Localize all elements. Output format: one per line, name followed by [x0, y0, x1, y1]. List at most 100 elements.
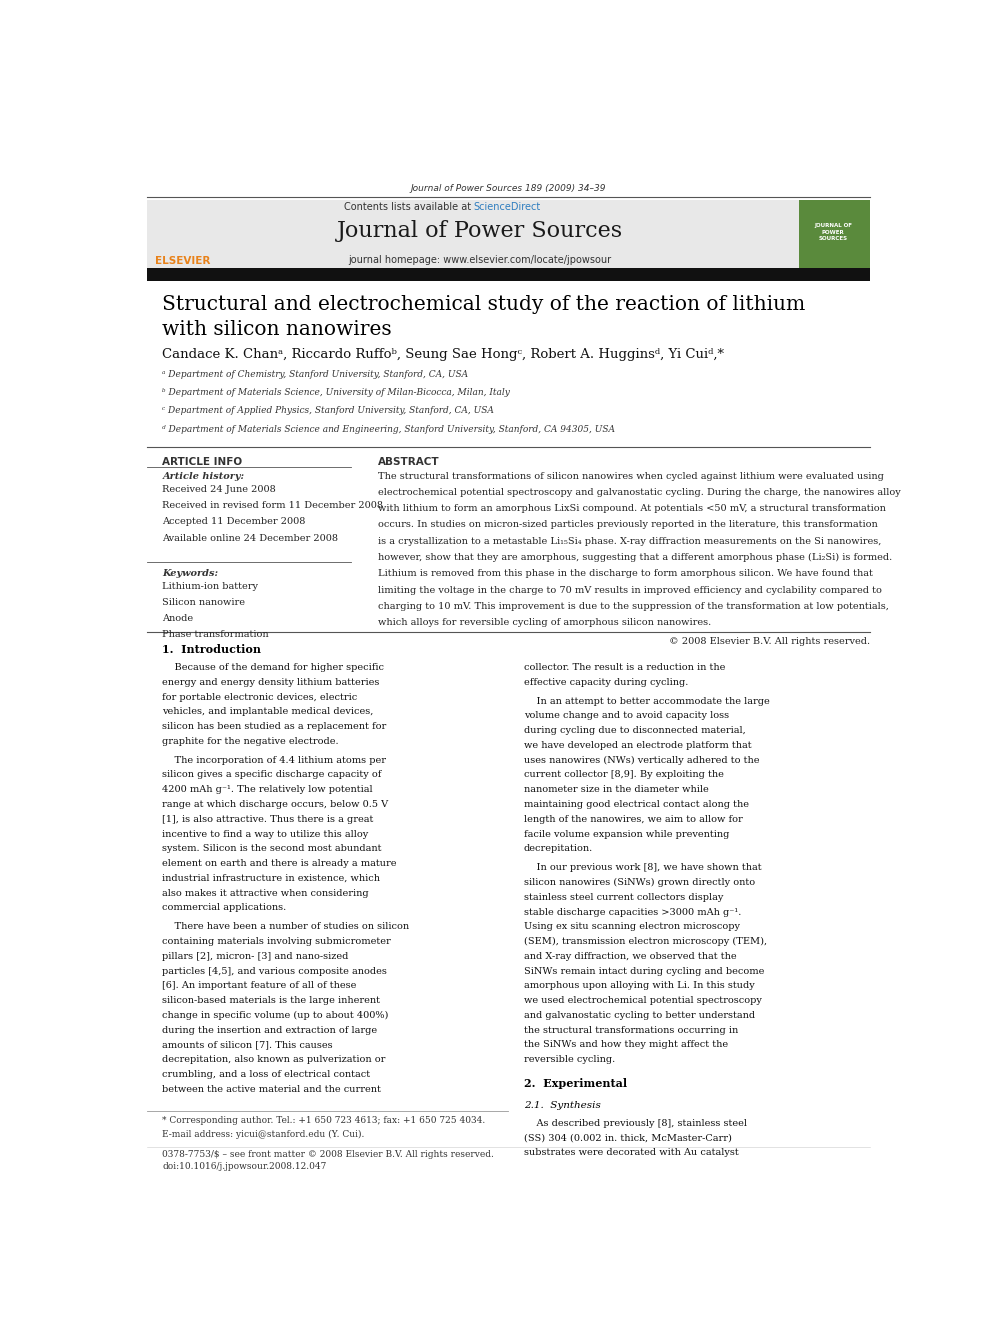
Text: with lithium to form an amorphous LixSi compound. At potentials <50 mV, a struct: with lithium to form an amorphous LixSi …	[378, 504, 886, 513]
Text: element on earth and there is already a mature: element on earth and there is already a …	[163, 859, 397, 868]
Text: ScienceDirect: ScienceDirect	[474, 201, 541, 212]
Text: is a crystallization to a metastable Li₁₅Si₄ phase. X-ray diffraction measuremen: is a crystallization to a metastable Li₁…	[378, 537, 881, 545]
Text: charging to 10 mV. This improvement is due to the suppression of the transformat: charging to 10 mV. This improvement is d…	[378, 602, 889, 611]
Text: system. Silicon is the second most abundant: system. Silicon is the second most abund…	[163, 844, 382, 853]
Text: silicon has been studied as a replacement for: silicon has been studied as a replacemen…	[163, 722, 387, 732]
Text: amorphous upon alloying with Li. In this study: amorphous upon alloying with Li. In this…	[524, 982, 755, 991]
Text: Article history:: Article history:	[163, 471, 245, 480]
Text: Keywords:: Keywords:	[163, 569, 218, 578]
Text: amounts of silicon [7]. This causes: amounts of silicon [7]. This causes	[163, 1040, 333, 1049]
Text: ELSEVIER: ELSEVIER	[155, 255, 210, 266]
Text: In an attempt to better accommodate the large: In an attempt to better accommodate the …	[524, 697, 770, 705]
Text: Received 24 June 2008: Received 24 June 2008	[163, 484, 276, 493]
Text: The incorporation of 4.4 lithium atoms per: The incorporation of 4.4 lithium atoms p…	[163, 755, 387, 765]
Text: particles [4,5], and various composite anodes: particles [4,5], and various composite a…	[163, 967, 387, 975]
Text: between the active material and the current: between the active material and the curr…	[163, 1085, 381, 1094]
Text: and X-ray diffraction, we observed that the: and X-ray diffraction, we observed that …	[524, 951, 736, 960]
Text: during cycling due to disconnected material,: during cycling due to disconnected mater…	[524, 726, 746, 736]
Text: Anode: Anode	[163, 614, 193, 623]
Text: Phase transformation: Phase transformation	[163, 631, 269, 639]
Text: current collector [8,9]. By exploiting the: current collector [8,9]. By exploiting t…	[524, 770, 723, 779]
Text: vehicles, and implantable medical devices,: vehicles, and implantable medical device…	[163, 708, 374, 716]
Text: [1], is also attractive. Thus there is a great: [1], is also attractive. Thus there is a…	[163, 815, 374, 824]
Text: 2.1.  Synthesis: 2.1. Synthesis	[524, 1101, 600, 1110]
Text: Journal of Power Sources 189 (2009) 34–39: Journal of Power Sources 189 (2009) 34–3…	[411, 184, 606, 193]
Text: 4200 mAh g⁻¹. The relatively low potential: 4200 mAh g⁻¹. The relatively low potenti…	[163, 786, 373, 794]
Text: reversible cycling.: reversible cycling.	[524, 1056, 615, 1064]
Text: © 2008 Elsevier B.V. All rights reserved.: © 2008 Elsevier B.V. All rights reserved…	[669, 636, 870, 646]
Text: and galvanostatic cycling to better understand: and galvanostatic cycling to better unde…	[524, 1011, 755, 1020]
Text: collector. The result is a reduction in the: collector. The result is a reduction in …	[524, 663, 725, 672]
Text: volume change and to avoid capacity loss: volume change and to avoid capacity loss	[524, 712, 729, 721]
Text: [6]. An important feature of all of these: [6]. An important feature of all of thes…	[163, 982, 357, 991]
Text: Available online 24 December 2008: Available online 24 December 2008	[163, 533, 338, 542]
Text: 2.  Experimental: 2. Experimental	[524, 1078, 627, 1089]
Text: SiNWs remain intact during cycling and become: SiNWs remain intact during cycling and b…	[524, 967, 764, 975]
Text: ᵈ Department of Materials Science and Engineering, Stanford University, Stanford: ᵈ Department of Materials Science and En…	[163, 425, 615, 434]
Text: however, show that they are amorphous, suggesting that a different amorphous pha: however, show that they are amorphous, s…	[378, 553, 892, 562]
Text: journal homepage: www.elsevier.com/locate/jpowsour: journal homepage: www.elsevier.com/locat…	[348, 254, 611, 265]
Bar	[147, 267, 870, 280]
Text: electrochemical potential spectroscopy and galvanostatic cycling. During the cha: electrochemical potential spectroscopy a…	[378, 488, 901, 497]
Text: The structural transformations of silicon nanowires when cycled against lithium : The structural transformations of silico…	[378, 471, 884, 480]
Text: graphite for the negative electrode.: graphite for the negative electrode.	[163, 737, 339, 746]
Text: maintaining good electrical contact along the: maintaining good electrical contact alon…	[524, 800, 749, 810]
Text: facile volume expansion while preventing: facile volume expansion while preventing	[524, 830, 729, 839]
Text: incentive to find a way to utilize this alloy: incentive to find a way to utilize this …	[163, 830, 369, 839]
Text: also makes it attractive when considering: also makes it attractive when considerin…	[163, 889, 369, 898]
Text: which alloys for reversible cycling of amorphous silicon nanowires.: which alloys for reversible cycling of a…	[378, 618, 711, 627]
Text: Using ex situ scanning electron microscopy: Using ex situ scanning electron microsco…	[524, 922, 740, 931]
Text: Lithium-ion battery: Lithium-ion battery	[163, 582, 259, 590]
Text: 0378-7753/$ – see front matter © 2008 Elsevier B.V. All rights reserved.: 0378-7753/$ – see front matter © 2008 El…	[163, 1150, 494, 1159]
Text: 1.  Introduction: 1. Introduction	[163, 644, 262, 655]
Text: the structural transformations occurring in: the structural transformations occurring…	[524, 1025, 738, 1035]
Text: Contents lists available at: Contents lists available at	[343, 201, 474, 212]
Text: E-mail address: yicui@stanford.edu (Y. Cui).: E-mail address: yicui@stanford.edu (Y. C…	[163, 1130, 365, 1139]
Text: nanometer size in the diameter while: nanometer size in the diameter while	[524, 786, 708, 794]
Text: ABSTRACT: ABSTRACT	[378, 458, 439, 467]
Text: containing materials involving submicrometer: containing materials involving submicrom…	[163, 937, 391, 946]
Text: ᵃ Department of Chemistry, Stanford University, Stanford, CA, USA: ᵃ Department of Chemistry, Stanford Univ…	[163, 369, 468, 378]
Text: doi:10.1016/j.jpowsour.2008.12.047: doi:10.1016/j.jpowsour.2008.12.047	[163, 1162, 326, 1171]
Text: decrepitation, also known as pulverization or: decrepitation, also known as pulverizati…	[163, 1056, 386, 1064]
Text: pillars [2], micron- [3] and nano-sized: pillars [2], micron- [3] and nano-sized	[163, 951, 349, 960]
Text: Silicon nanowire: Silicon nanowire	[163, 598, 245, 607]
Bar	[147, 200, 799, 267]
Text: effective capacity during cycling.: effective capacity during cycling.	[524, 677, 688, 687]
Text: stable discharge capacities >3000 mAh g⁻¹.: stable discharge capacities >3000 mAh g⁻…	[524, 908, 741, 917]
Text: occurs. In studies on micron-sized particles previously reported in the literatu: occurs. In studies on micron-sized parti…	[378, 520, 878, 529]
Text: during the insertion and extraction of large: during the insertion and extraction of l…	[163, 1025, 378, 1035]
Text: ᶜ Department of Applied Physics, Stanford University, Stanford, CA, USA: ᶜ Department of Applied Physics, Stanfor…	[163, 406, 494, 415]
Text: commercial applications.: commercial applications.	[163, 904, 287, 913]
Text: As described previously [8], stainless steel: As described previously [8], stainless s…	[524, 1119, 747, 1129]
Text: silicon nanowires (SiNWs) grown directly onto: silicon nanowires (SiNWs) grown directly…	[524, 878, 755, 888]
Text: silicon gives a specific discharge capacity of: silicon gives a specific discharge capac…	[163, 770, 382, 779]
Text: Accepted 11 December 2008: Accepted 11 December 2008	[163, 517, 306, 527]
Text: Because of the demand for higher specific: Because of the demand for higher specifi…	[163, 663, 385, 672]
Text: Structural and electrochemical study of the reaction of lithium
with silicon nan: Structural and electrochemical study of …	[163, 295, 806, 339]
Text: change in specific volume (up to about 400%): change in specific volume (up to about 4…	[163, 1011, 389, 1020]
Text: stainless steel current collectors display: stainless steel current collectors displ…	[524, 893, 723, 902]
Text: JOURNAL OF
POWER
SOURCES: JOURNAL OF POWER SOURCES	[813, 224, 852, 241]
Text: we used electrochemical potential spectroscopy: we used electrochemical potential spectr…	[524, 996, 762, 1005]
Text: range at which discharge occurs, below 0.5 V: range at which discharge occurs, below 0…	[163, 800, 389, 810]
Text: Candace K. Chanᵃ, Riccardo Ruffoᵇ, Seung Sae Hongᶜ, Robert A. Hugginsᵈ, Yi Cuiᵈ,: Candace K. Chanᵃ, Riccardo Ruffoᵇ, Seung…	[163, 348, 724, 361]
Text: ARTICLE INFO: ARTICLE INFO	[163, 458, 243, 467]
Text: length of the nanowires, we aim to allow for: length of the nanowires, we aim to allow…	[524, 815, 743, 824]
Text: (SEM), transmission electron microscopy (TEM),: (SEM), transmission electron microscopy …	[524, 937, 767, 946]
Text: (SS) 304 (0.002 in. thick, McMaster-Carr): (SS) 304 (0.002 in. thick, McMaster-Carr…	[524, 1134, 732, 1143]
Text: In our previous work [8], we have shown that: In our previous work [8], we have shown …	[524, 863, 762, 872]
Text: industrial infrastructure in existence, which: industrial infrastructure in existence, …	[163, 875, 381, 882]
Text: silicon-based materials is the large inherent: silicon-based materials is the large inh…	[163, 996, 381, 1005]
Bar	[799, 200, 870, 267]
Text: decrepitation.: decrepitation.	[524, 844, 593, 853]
Text: substrates were decorated with Au catalyst: substrates were decorated with Au cataly…	[524, 1148, 738, 1158]
Text: limiting the voltage in the charge to 70 mV results in improved efficiency and c: limiting the voltage in the charge to 70…	[378, 586, 882, 594]
Text: There have been a number of studies on silicon: There have been a number of studies on s…	[163, 922, 410, 931]
Text: Journal of Power Sources: Journal of Power Sources	[337, 220, 623, 242]
Text: energy and energy density lithium batteries: energy and energy density lithium batter…	[163, 677, 380, 687]
Text: Lithium is removed from this phase in the discharge to form amorphous silicon. W: Lithium is removed from this phase in th…	[378, 569, 873, 578]
Text: the SiNWs and how they might affect the: the SiNWs and how they might affect the	[524, 1040, 728, 1049]
Text: Received in revised form 11 December 2008: Received in revised form 11 December 200…	[163, 501, 384, 511]
Text: ᵇ Department of Materials Science, University of Milan-Bicocca, Milan, Italy: ᵇ Department of Materials Science, Unive…	[163, 388, 510, 397]
